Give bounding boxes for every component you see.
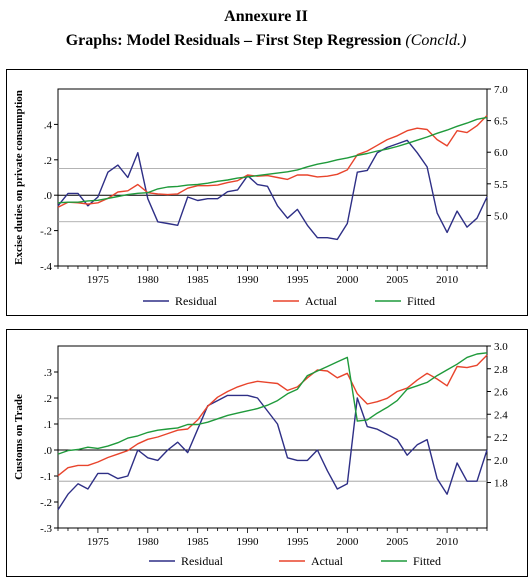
series-line-residual xyxy=(57,394,488,511)
left-tick-label: .1 xyxy=(44,419,52,431)
plot-frame xyxy=(57,88,488,267)
right-tick-label: 2.8 xyxy=(494,364,508,376)
series-line-actual xyxy=(57,354,488,477)
left-tick-label: .2 xyxy=(44,393,52,405)
legend-label-fitted: Fitted xyxy=(407,294,435,308)
legend-label-actual: Actual xyxy=(311,554,344,568)
series-line-fitted xyxy=(57,116,488,204)
right-tick-label: 1.8 xyxy=(494,478,508,490)
left-tick-label: .0 xyxy=(44,445,53,457)
left-tick-label: -.1 xyxy=(40,471,52,483)
title-suffix: (Concld.) xyxy=(405,32,467,49)
right-tick-label: 3.0 xyxy=(494,341,508,353)
legend-label-residual: Residual xyxy=(175,294,218,308)
x-tick-label: 1995 xyxy=(286,536,309,548)
x-tick-label: 1995 xyxy=(286,274,309,286)
x-tick-label: 1975 xyxy=(87,536,110,548)
page-title: Graphs: Model Residuals – First Step Reg… xyxy=(0,32,532,50)
x-tick-label: 1975 xyxy=(87,274,110,286)
chart-panel-customs: .3 .2 .1 .0 -.1 -.2 -.3 1.8 2.0 2.2 2.4 2.6 2.8 3.0 19… xyxy=(6,329,528,577)
series-line-residual xyxy=(57,139,488,241)
customs-chart: .3 .2 .1 .0 -.1 -.2 -.3 1.8 2.0 2.2 2.4 2.6 2.8 3.0 19… xyxy=(13,341,508,568)
x-tick-label: 2000 xyxy=(336,274,359,286)
excise-chart: .4 .2 .0 -.2 -.4 5.0 5.5 6.0 6.5 7.0 1975 1980 1985 1… xyxy=(13,84,508,308)
right-tick-label: 2.6 xyxy=(494,387,508,399)
right-tick-label: 6.5 xyxy=(494,116,508,128)
x-tick-label: 1980 xyxy=(137,274,160,286)
series-line-actual xyxy=(57,115,488,208)
x-tick-label: 1990 xyxy=(237,274,260,286)
legend-label-fitted: Fitted xyxy=(413,554,441,568)
chart-panel-excise: .4 .2 .0 -.2 -.4 5.0 5.5 6.0 6.5 7.0 1975 1980 1985 1… xyxy=(6,69,528,316)
left-tick-label: .3 xyxy=(44,367,53,379)
left-tick-label: -.2 xyxy=(40,226,52,238)
x-tick-label: 2000 xyxy=(336,536,359,548)
left-tick-label: -.2 xyxy=(40,497,52,509)
legend-label-actual: Actual xyxy=(305,294,338,308)
left-tick-label: -.4 xyxy=(40,261,52,273)
x-tick-label: 2010 xyxy=(436,536,459,548)
right-tick-label: 2.0 xyxy=(494,455,508,467)
x-tick-label: 2010 xyxy=(436,274,459,286)
annexure-heading: Annexure II xyxy=(224,8,308,25)
x-tick-label: 1985 xyxy=(187,274,210,286)
x-tick-label: 1985 xyxy=(187,536,210,548)
x-tick-label: 2005 xyxy=(386,536,409,548)
x-tick-label: 2005 xyxy=(386,274,409,286)
left-tick-label: -.3 xyxy=(40,523,52,535)
y-axis-label: Excise duties on private consumption xyxy=(13,90,25,265)
left-tick-label: .2 xyxy=(44,155,52,167)
left-tick-label: .0 xyxy=(44,190,53,202)
title-text: Graphs: Model Residuals – First Step Reg… xyxy=(65,32,402,49)
plot-frame xyxy=(57,345,488,529)
series-line-fitted xyxy=(57,352,488,455)
right-tick-label: 2.2 xyxy=(494,432,508,444)
legend-label-residual: Residual xyxy=(181,554,224,568)
left-tick-label: .4 xyxy=(44,119,53,131)
right-tick-label: 2.4 xyxy=(494,409,508,421)
x-tick-label: 1980 xyxy=(137,536,160,548)
y-axis-label: Customs on Trade xyxy=(13,394,25,480)
right-tick-label: 6.0 xyxy=(494,147,508,159)
x-tick-label: 1990 xyxy=(237,536,260,548)
right-tick-label: 7.0 xyxy=(494,84,508,96)
right-tick-label: 5.0 xyxy=(494,210,508,222)
right-tick-label: 5.5 xyxy=(494,179,508,191)
